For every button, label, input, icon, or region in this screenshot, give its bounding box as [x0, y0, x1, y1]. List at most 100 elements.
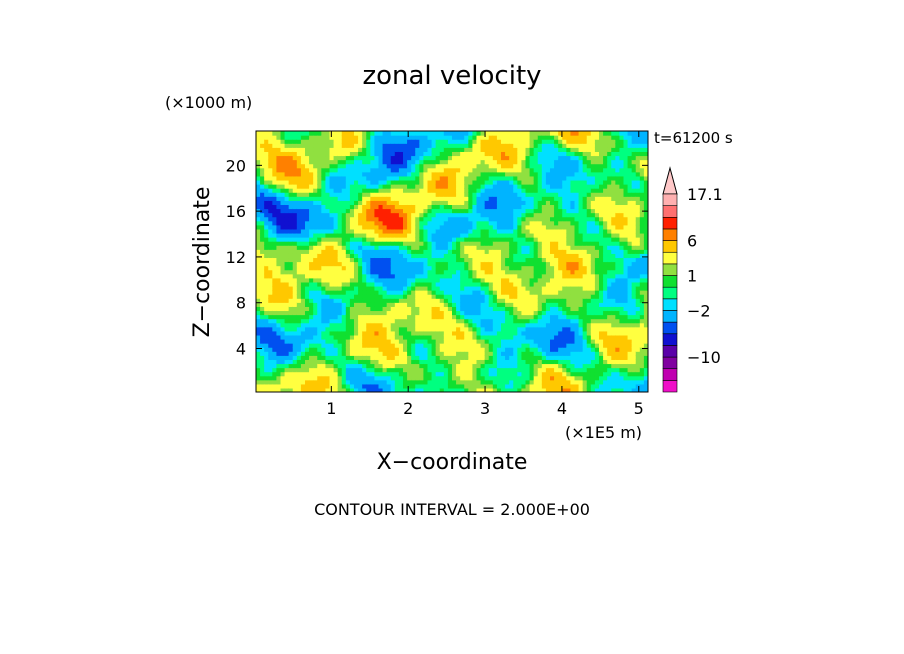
contour-cell: [427, 367, 433, 373]
contour-cell: [370, 334, 376, 340]
contour-cell: [533, 269, 539, 275]
contour-cell: [566, 163, 572, 169]
contour-cell: [390, 147, 396, 152]
contour-cell: [570, 139, 576, 144]
contour-cell: [468, 163, 474, 169]
contour-cell: [292, 363, 298, 369]
contour-cell: [390, 163, 396, 169]
contour-cell: [317, 216, 322, 222]
contour-cell: [268, 192, 273, 197]
contour-cell: [443, 285, 449, 291]
contour-cell: [276, 163, 282, 169]
contour-cell: [288, 379, 294, 385]
contour-cell: [386, 326, 392, 332]
contour-cell: [550, 151, 555, 157]
contour-cell: [513, 318, 518, 324]
contour-cell: [292, 241, 298, 246]
contour-cell: [390, 310, 396, 316]
contour-cell: [521, 139, 527, 144]
contour-cell: [501, 318, 506, 324]
contour-cell: [554, 212, 559, 218]
contour-cell: [341, 347, 347, 352]
contour-cell: [370, 204, 376, 210]
contour-cell: [378, 298, 384, 303]
contour-cell: [452, 196, 457, 201]
contour-cell: [382, 302, 388, 307]
contour-cell: [541, 204, 547, 210]
contour-cell: [529, 387, 535, 392]
contour-cell: [427, 371, 433, 377]
contour-cell: [554, 367, 559, 373]
contour-cell: [309, 147, 314, 152]
contour-cell: [411, 318, 416, 324]
contour-cell: [558, 192, 563, 197]
contour-cell: [443, 298, 449, 303]
contour-cell: [407, 359, 412, 365]
contour-cell: [488, 175, 494, 181]
contour-cell: [558, 347, 563, 352]
contour-cell: [476, 261, 482, 267]
contour-cell: [341, 228, 347, 234]
contour-cell: [366, 314, 371, 320]
contour-cell: [415, 175, 420, 181]
contour-cell: [407, 269, 412, 275]
contour-cell: [431, 147, 437, 152]
contour-cell: [496, 196, 502, 201]
contour-cell: [570, 224, 576, 230]
contour-cell: [464, 269, 469, 275]
contour-cell: [452, 302, 457, 307]
contour-cell: [431, 363, 437, 369]
contour-cell: [390, 131, 396, 136]
contour-cell: [456, 151, 461, 157]
contour-cell: [570, 310, 576, 316]
contour-cell: [341, 155, 347, 161]
contour-cell: [268, 224, 273, 230]
contour-cell: [325, 269, 331, 275]
contour-cell: [268, 167, 273, 173]
contour-cell: [378, 253, 384, 259]
contour-cell: [484, 155, 490, 161]
contour-cell: [492, 224, 498, 230]
contour-cell: [443, 277, 449, 283]
contour-cell: [370, 135, 376, 140]
contour-cell: [550, 155, 555, 161]
contour-cell: [423, 249, 429, 254]
contour-cell: [545, 171, 551, 177]
contour-cell: [300, 302, 306, 307]
contour-cell: [439, 184, 445, 189]
contour-cell: [443, 167, 449, 173]
contour-cell: [382, 208, 388, 214]
contour-cell: [341, 232, 347, 238]
contour-cell: [533, 224, 539, 230]
contour-cell: [280, 363, 286, 369]
contour-cell: [390, 314, 396, 320]
contour-cell: [447, 277, 453, 283]
contour-cell: [374, 290, 380, 295]
contour-cell: [362, 151, 367, 157]
contour-cell: [550, 253, 555, 259]
contour-cell: [415, 310, 420, 316]
contour-cell: [390, 216, 396, 222]
contour-cell: [521, 171, 527, 177]
contour-cell: [566, 326, 572, 332]
contour-cell: [566, 155, 572, 161]
contour-cell: [296, 338, 302, 344]
contour-cell: [443, 228, 449, 234]
contour-cell: [517, 367, 523, 373]
contour-cell: [545, 261, 551, 267]
contour-cell: [541, 306, 547, 312]
contour-cell: [505, 367, 510, 373]
contour-cell: [390, 298, 396, 303]
contour-cell: [452, 245, 457, 250]
contour-cell: [407, 245, 412, 250]
contour-cell: [366, 285, 371, 291]
contour-cell: [256, 237, 261, 242]
contour-cell: [570, 257, 576, 263]
contour-cell: [358, 322, 363, 328]
contour-cell: [337, 167, 343, 173]
contour-cell: [464, 175, 469, 181]
contour-cell: [345, 184, 351, 189]
contour-cell: [345, 310, 351, 316]
contour-cell: [468, 196, 474, 201]
contour-cell: [460, 163, 465, 169]
